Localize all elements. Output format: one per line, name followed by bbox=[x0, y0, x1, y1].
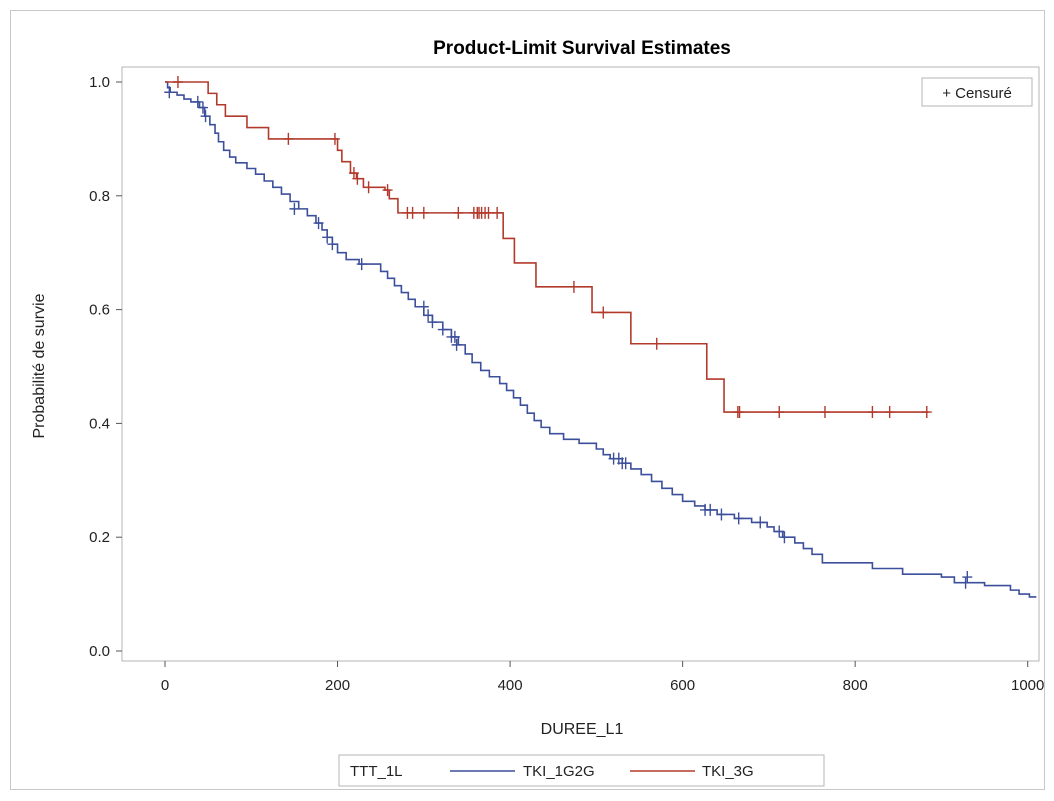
censor-mark-tki-1g2g bbox=[322, 231, 333, 244]
censor-mark-tki-1g2g bbox=[774, 525, 785, 538]
censor-mark-tki-1g2g bbox=[960, 576, 971, 589]
censor-mark-tki-1g2g bbox=[197, 101, 208, 114]
censor-legend-box bbox=[921, 77, 1033, 107]
censor-mark-tki-3g bbox=[598, 306, 609, 319]
censor-mark-tki-1g2g bbox=[962, 571, 973, 584]
legend-label-tki-1g2g: TKI_1G2G bbox=[523, 763, 595, 780]
censor-mark-tki-3g bbox=[407, 206, 418, 219]
censor-mark-tki-3g bbox=[172, 76, 183, 88]
censor-legend-label: + Censuré bbox=[942, 85, 1012, 102]
censor-mark-tki-1g2g bbox=[705, 503, 716, 516]
censor-mark-tki-1g2g bbox=[356, 258, 367, 271]
censor-mark-tki-1g2g bbox=[164, 86, 175, 99]
x-axis: 0 200 400 600 800 1000 bbox=[161, 661, 1044, 694]
censor-mark-tki-1g2g bbox=[327, 238, 338, 251]
censor-mark-tki-3g bbox=[382, 184, 393, 197]
series-legend-box bbox=[338, 754, 825, 787]
plot-area bbox=[121, 66, 1040, 662]
censor-mark-tki-1g2g bbox=[451, 338, 462, 351]
chart-frame bbox=[10, 10, 1045, 790]
series-layer bbox=[164, 76, 1037, 598]
y-tick-label: 0.4 bbox=[89, 415, 110, 432]
y-tick-label: 1.0 bbox=[89, 74, 110, 91]
legend-label-tki-3g: TKI_3G bbox=[702, 763, 754, 780]
censor-mark-tki-1g2g bbox=[313, 217, 324, 230]
x-tick-label: 400 bbox=[498, 677, 523, 694]
censor-mark-tki-3g bbox=[884, 406, 895, 419]
censor-mark-tki-1g2g bbox=[437, 323, 448, 336]
censor-mark-tki-1g2g bbox=[200, 110, 211, 123]
chart-title: Product-Limit Survival Estimates bbox=[433, 38, 731, 59]
censor-mark-tki-1g2g bbox=[733, 512, 744, 525]
censor-mark-tki-3g bbox=[363, 181, 374, 194]
censor-mark-tki-3g bbox=[774, 406, 785, 419]
y-tick-label: 0.8 bbox=[89, 188, 110, 205]
censor-mark-tki-1g2g bbox=[716, 508, 727, 521]
series-legend: TTT_1L TKI_1G2G TKI_3G bbox=[338, 754, 825, 787]
censor-mark-tki-1g2g bbox=[289, 202, 300, 215]
censor-mark-tki-3g bbox=[453, 206, 464, 219]
censor-mark-tki-3g bbox=[568, 280, 579, 293]
censor-mark-tki-1g2g bbox=[449, 330, 460, 343]
censor-mark-tki-3g bbox=[867, 406, 878, 419]
survival-curve-tki-1g2g bbox=[165, 81, 1037, 598]
censor-legend: + Censuré bbox=[921, 77, 1033, 107]
y-tick-label: 0.0 bbox=[89, 643, 110, 660]
censor-mark-tki-1g2g bbox=[755, 516, 766, 529]
censor-mark-tki-3g bbox=[819, 406, 830, 419]
x-tick-label: 200 bbox=[325, 677, 350, 694]
censor-mark-tki-3g bbox=[329, 132, 340, 145]
legend-title: TTT_1L bbox=[350, 763, 403, 780]
censor-mark-tki-3g bbox=[734, 406, 745, 419]
censor-mark-tki-1g2g bbox=[418, 300, 429, 313]
censor-mark-tki-3g bbox=[418, 206, 429, 219]
censor-mark-tki-1g2g bbox=[427, 316, 438, 329]
censor-mark-tki-1g2g bbox=[779, 531, 790, 544]
y-tick-label: 0.6 bbox=[89, 302, 110, 319]
x-tick-label: 1000 bbox=[1011, 677, 1044, 694]
censor-mark-tki-3g bbox=[921, 406, 932, 419]
censor-mark-tki-3g bbox=[352, 172, 363, 185]
censor-mark-tki-1g2g bbox=[620, 457, 631, 470]
y-axis-label: Probabilité de survie bbox=[31, 293, 48, 438]
y-axis: 0.0 0.2 0.4 0.6 0.8 1.0 bbox=[89, 74, 122, 660]
x-tick-label: 800 bbox=[843, 677, 868, 694]
x-tick-label: 600 bbox=[670, 677, 695, 694]
censor-mark-tki-1g2g bbox=[192, 95, 203, 108]
censor-mark-tki-3g bbox=[492, 206, 503, 219]
y-tick-label: 0.2 bbox=[89, 529, 110, 546]
censor-mark-tki-3g bbox=[283, 132, 294, 145]
censor-mark-tki-1g2g bbox=[423, 309, 434, 322]
x-axis-label: DUREE_L1 bbox=[541, 721, 624, 738]
censor-mark-tki-3g bbox=[651, 337, 662, 350]
censor-mark-tki-3g bbox=[483, 206, 494, 219]
x-tick-label: 0 bbox=[161, 677, 169, 694]
